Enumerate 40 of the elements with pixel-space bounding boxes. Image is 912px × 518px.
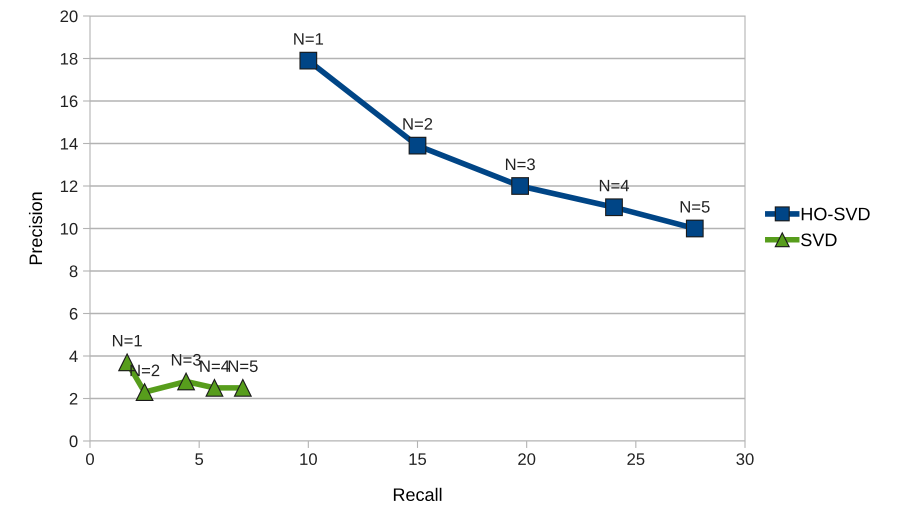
annotation: N=5 [228, 360, 258, 372]
y-tick-label: 8 [70, 265, 78, 278]
point [234, 378, 252, 397]
x-tick-label: 20 [518, 453, 536, 466]
annotation: N=4 [600, 180, 630, 192]
point [177, 372, 195, 390]
annotation: N=3 [172, 354, 201, 366]
point [408, 136, 426, 155]
point [206, 378, 224, 397]
x-tick-label: 0 [86, 453, 94, 466]
x-tick-label: 25 [627, 453, 644, 466]
y-tick-label: 12 [60, 180, 78, 192]
y-tick-label: 10 [60, 222, 78, 235]
y-axis-title: Precision [28, 192, 42, 264]
x-tick-label: 15 [410, 453, 426, 466]
y-tick-label: 2 [70, 392, 78, 405]
point [686, 220, 704, 238]
point [136, 383, 154, 402]
annotation: N=1 [294, 33, 324, 45]
legend-label: SVD [801, 233, 837, 246]
x-tick-label: 10 [300, 453, 317, 466]
legend-label: HO-SVD [802, 208, 870, 220]
x-axis-title: Recall [394, 488, 442, 502]
y-tick-label: 18 [60, 52, 78, 65]
point [605, 198, 623, 216]
y-tick-label: 20 [60, 10, 78, 22]
y-tick-label: 14 [60, 138, 78, 150]
annotation: N=5 [680, 201, 710, 213]
y-tick-label: 6 [70, 308, 78, 320]
point [299, 52, 318, 70]
point [511, 177, 530, 195]
x-tick-label: 5 [195, 453, 204, 466]
y-tick-label: 16 [60, 95, 78, 108]
y-tick-label: 4 [69, 350, 78, 362]
annotation: N=1 [112, 334, 142, 346]
y-tick-label: 0 [70, 435, 78, 448]
annotation: N=2 [403, 118, 432, 130]
x-tick-label: 30 [736, 453, 754, 466]
annotation: N=3 [506, 158, 535, 170]
annotation: N=4 [200, 360, 230, 372]
